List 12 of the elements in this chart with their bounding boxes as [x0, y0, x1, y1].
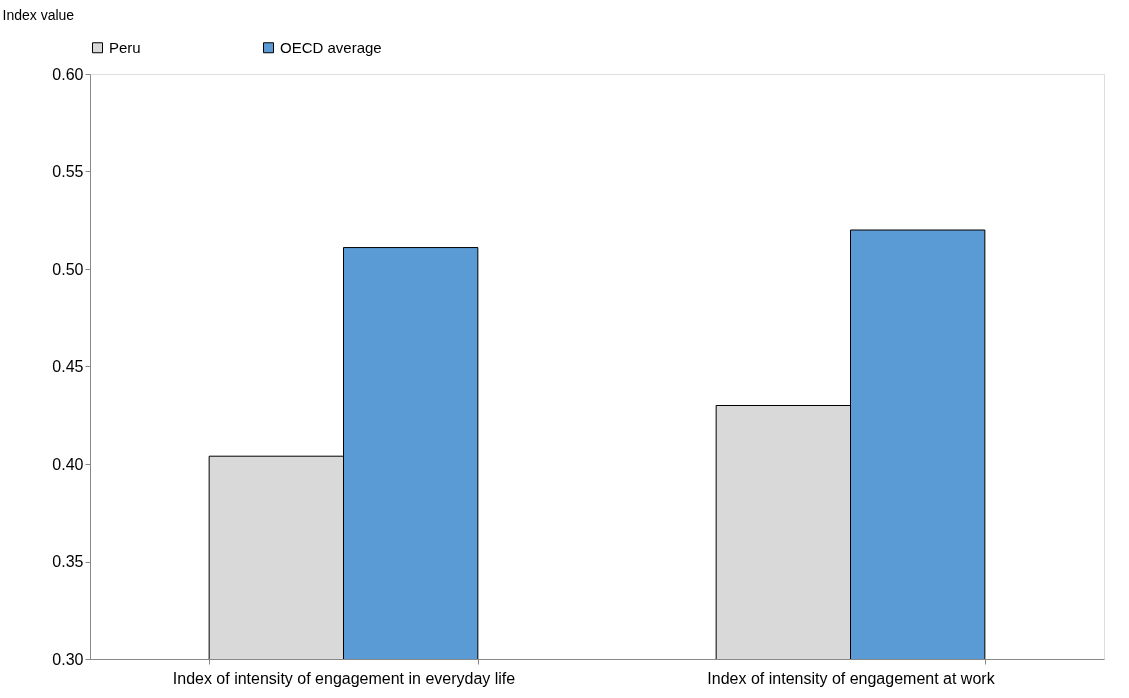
y-tick-label: 0.30	[52, 650, 84, 668]
y-tick-label: 0.40	[52, 455, 84, 473]
y-tick-label: 0.60	[52, 65, 84, 83]
legend-label: OECD average	[280, 38, 382, 56]
y-tick-label: 0.55	[52, 163, 84, 180]
y-tick-label: 0.50	[52, 260, 84, 278]
x-tick-label: Index of intensity of engagement in everyday life	[172, 669, 516, 687]
y-tick-label: 0.35	[52, 553, 84, 570]
x-tick-label: Index of intensity of engagement at work	[707, 669, 996, 687]
y-axis-title: Index value	[2, 6, 75, 23]
y-tick-label: 0.45	[52, 358, 84, 375]
legend-label: Peru	[109, 38, 141, 56]
